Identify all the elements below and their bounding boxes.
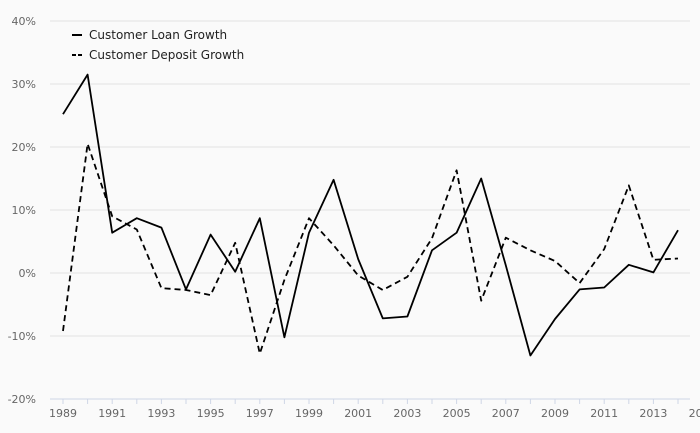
- x-tick-label: 1989: [49, 407, 77, 420]
- x-tick-label: 2007: [492, 407, 520, 420]
- x-axis: 1989 1991 1993 1995 1997 1999 2001 2003 2005 2007…: [49, 398, 700, 420]
- legend: Customer Loan Growth Customer Deposit Gro…: [72, 28, 244, 62]
- x-tick-label: 2013: [639, 407, 667, 420]
- series-lines: [62, 73, 679, 357]
- gridlines: [50, 20, 690, 337]
- y-tick-label: 40%: [12, 15, 36, 28]
- y-tick-label: -10%: [8, 330, 36, 343]
- x-tick-label: 2009: [541, 407, 569, 420]
- x-tick-label: 1993: [147, 407, 175, 420]
- x-tick-label: 2001: [344, 407, 372, 420]
- legend-label: Customer Deposit Growth: [89, 48, 244, 62]
- y-tick-label: -20%: [8, 393, 36, 406]
- y-axis-labels: -20% -10% 0% 10% 20% 30% 40%: [8, 15, 36, 406]
- x-tick-label: 1995: [197, 407, 225, 420]
- x-tick-label: 2015: [689, 407, 700, 420]
- x-tick-label: 2011: [590, 407, 618, 420]
- y-tick-label: 0%: [19, 267, 36, 280]
- x-tick-label: 1997: [246, 407, 274, 420]
- x-tick-label: 2005: [443, 407, 471, 420]
- y-tick-label: 30%: [12, 78, 36, 91]
- legend-label: Customer Loan Growth: [89, 28, 227, 42]
- x-tick-label: 1991: [98, 407, 126, 420]
- y-tick-label: 10%: [12, 204, 36, 217]
- deposit-growth-line: [62, 142, 679, 355]
- x-tick-label: 1999: [295, 407, 323, 420]
- y-tick-label: 20%: [12, 141, 36, 154]
- loan-growth-line: [62, 73, 679, 357]
- x-tick-label: 2003: [393, 407, 421, 420]
